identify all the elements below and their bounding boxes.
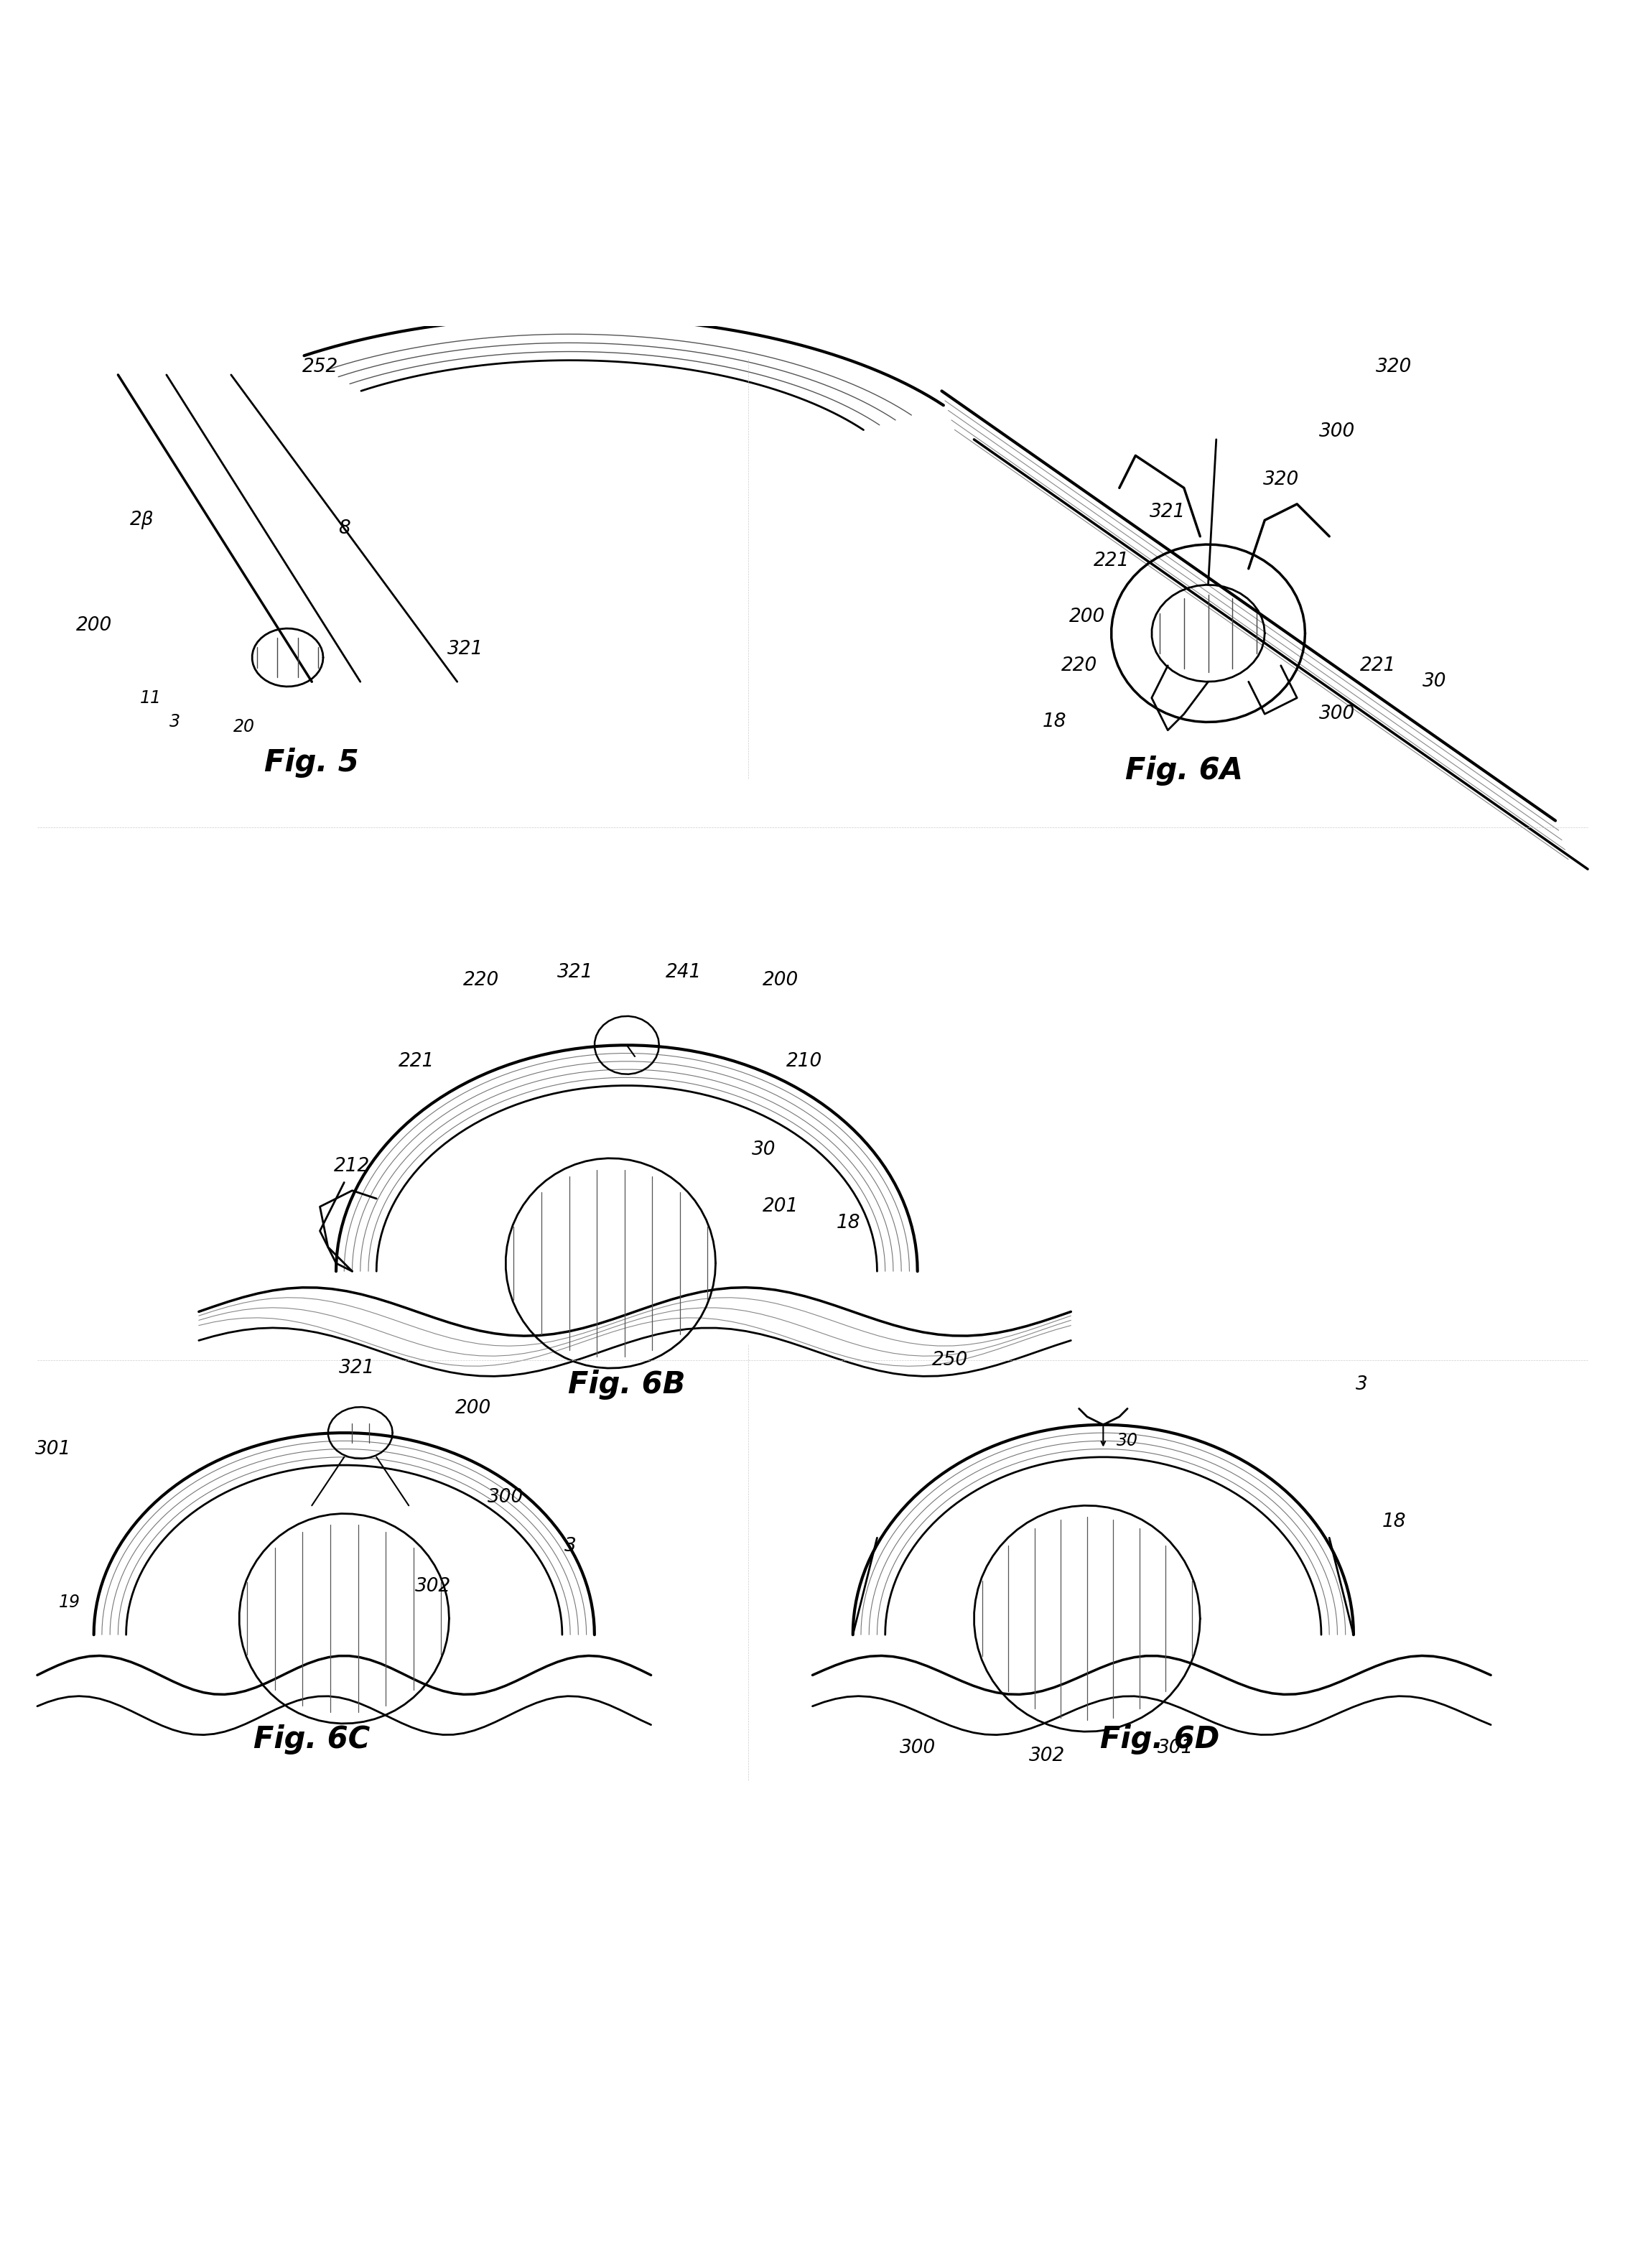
Text: 210: 210: [786, 1052, 822, 1070]
Text: 250: 250: [931, 1352, 968, 1370]
Text: 221: 221: [398, 1052, 436, 1070]
Text: Fig. 6A: Fig. 6A: [1124, 755, 1243, 785]
Text: 8: 8: [338, 519, 349, 538]
Text: 30: 30: [1422, 671, 1446, 692]
Text: 19: 19: [58, 1594, 80, 1610]
Text: 321: 321: [340, 1359, 375, 1377]
Text: 221: 221: [1094, 551, 1129, 569]
Text: 18: 18: [835, 1213, 860, 1232]
Text: Fig. 6B: Fig. 6B: [569, 1370, 686, 1399]
Text: 320: 320: [1376, 358, 1412, 376]
Text: 30: 30: [752, 1141, 777, 1159]
Text: Fig. 6D: Fig. 6D: [1100, 1724, 1219, 1755]
Text: 221: 221: [1360, 655, 1396, 676]
Text: 300: 300: [899, 1740, 936, 1758]
Text: 200: 200: [76, 617, 112, 635]
Text: 30: 30: [1116, 1433, 1138, 1449]
Text: 321: 321: [447, 640, 483, 658]
Text: Fig. 6C: Fig. 6C: [254, 1724, 371, 1755]
Text: 220: 220: [463, 971, 499, 989]
Text: 200: 200: [455, 1399, 491, 1418]
Text: 241: 241: [665, 964, 702, 982]
Text: 301: 301: [36, 1440, 72, 1458]
Text: 201: 201: [762, 1198, 798, 1216]
Text: 320: 320: [1263, 469, 1298, 490]
Text: 252: 252: [302, 358, 338, 376]
Text: 300: 300: [488, 1488, 523, 1506]
Text: 200: 200: [762, 971, 798, 989]
Text: 3: 3: [169, 714, 180, 730]
Text: 11: 11: [140, 689, 161, 708]
Text: 3: 3: [1355, 1374, 1368, 1395]
Text: 302: 302: [1029, 1746, 1064, 1765]
Text: 321: 321: [1150, 503, 1186, 522]
Text: 2β: 2β: [130, 510, 154, 528]
Text: Fig. 5: Fig. 5: [265, 748, 359, 778]
Text: 302: 302: [414, 1576, 452, 1597]
Text: 300: 300: [1320, 705, 1355, 723]
Text: 321: 321: [557, 964, 593, 982]
Text: 200: 200: [1069, 608, 1105, 626]
Text: 18: 18: [1043, 712, 1066, 733]
Text: 300: 300: [1320, 422, 1355, 440]
Text: 20: 20: [234, 719, 255, 735]
Text: 301: 301: [1159, 1740, 1194, 1758]
Text: 220: 220: [1061, 655, 1097, 676]
Text: 18: 18: [1381, 1513, 1406, 1531]
Text: 212: 212: [335, 1157, 371, 1175]
Text: 3: 3: [564, 1535, 577, 1556]
